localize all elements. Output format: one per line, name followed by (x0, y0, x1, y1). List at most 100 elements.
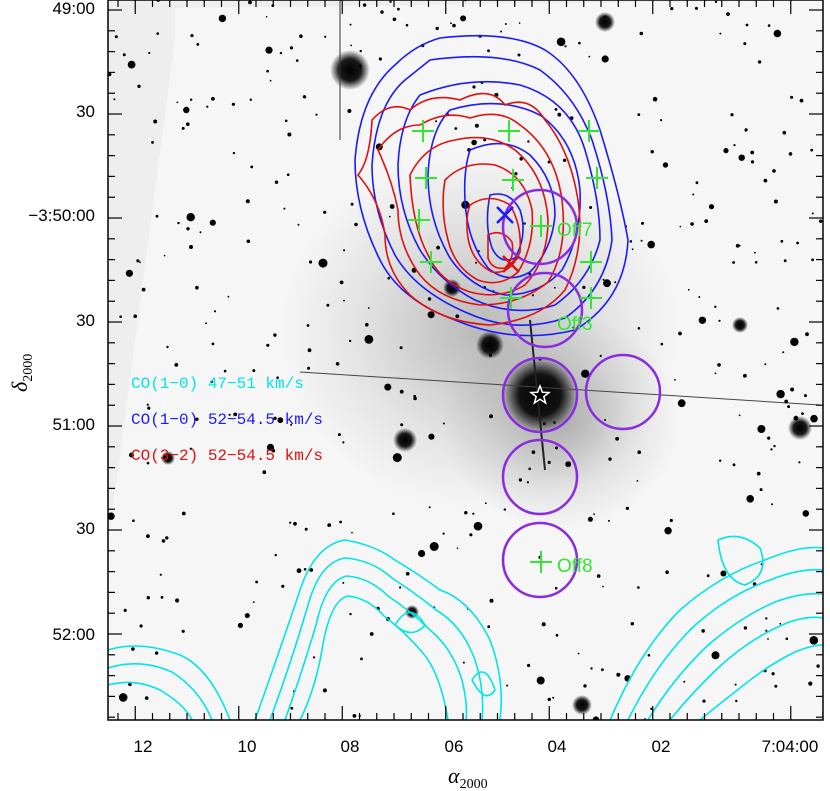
background-star (473, 521, 483, 531)
background-star (765, 629, 768, 632)
background-star (669, 518, 673, 523)
background-star (660, 119, 663, 122)
background-star (726, 12, 730, 16)
background-star (136, 259, 140, 263)
background-star (514, 172, 518, 176)
background-star (378, 57, 382, 61)
background-star (581, 369, 590, 378)
background-star (163, 254, 166, 257)
background-star (327, 523, 332, 527)
background-star (652, 96, 658, 102)
background-star (380, 10, 384, 14)
background-star (782, 130, 787, 135)
background-star (552, 696, 555, 699)
background-star (392, 512, 395, 515)
bright-star (330, 50, 370, 90)
x-tick-label: 12 (134, 737, 153, 756)
background-star (290, 423, 293, 426)
background-star (349, 612, 352, 616)
background-star (787, 405, 791, 409)
background-star (692, 193, 695, 196)
background-star (687, 288, 690, 291)
background-star (706, 574, 710, 578)
background-star (650, 707, 653, 710)
background-star (237, 622, 243, 629)
y-tick-label: 49:00 (52, 0, 95, 18)
background-star (413, 396, 417, 401)
background-star (283, 207, 286, 210)
background-star (504, 23, 507, 25)
background-star (810, 414, 818, 423)
background-star (147, 406, 151, 410)
background-star (141, 287, 146, 292)
background-star (281, 584, 285, 588)
background-star (774, 684, 778, 688)
background-star (564, 45, 567, 48)
background-star (771, 503, 774, 506)
background-star (708, 204, 715, 210)
background-star (387, 276, 391, 280)
background-star (286, 173, 290, 176)
background-star (166, 345, 169, 349)
optical-image (108, 0, 823, 720)
background-star (354, 222, 358, 227)
background-star (759, 488, 763, 492)
background-star (133, 314, 137, 319)
background-star (767, 436, 771, 440)
x-tick-label: 04 (548, 737, 567, 756)
background-star (186, 122, 190, 126)
background-star (265, 15, 268, 18)
background-star (186, 227, 190, 231)
background-star (146, 461, 150, 465)
background-star (326, 303, 330, 307)
background-star (637, 327, 641, 330)
background-star (148, 51, 151, 55)
background-star (587, 516, 593, 522)
background-star (554, 108, 558, 111)
background-star (555, 446, 558, 450)
background-star (677, 399, 686, 408)
background-star (788, 152, 793, 156)
y-tick-label: 51:00 (52, 415, 95, 434)
background-star (650, 150, 654, 154)
background-star (776, 389, 785, 399)
background-star (782, 351, 785, 354)
background-star (324, 35, 327, 38)
background-star (553, 286, 556, 289)
background-star (593, 513, 595, 515)
background-star (615, 436, 619, 441)
background-star (588, 55, 591, 58)
background-star (735, 699, 738, 703)
background-star (772, 169, 776, 173)
background-star (255, 580, 258, 584)
background-star (784, 399, 789, 404)
background-star (210, 380, 213, 384)
background-star (616, 672, 621, 677)
background-star (754, 251, 756, 254)
background-star (218, 14, 227, 23)
background-star (186, 213, 195, 222)
background-star (665, 570, 669, 574)
background-star (773, 29, 782, 38)
background-star (472, 85, 476, 89)
background-star (723, 148, 729, 154)
background-star (265, 46, 273, 54)
background-star (245, 199, 250, 204)
background-star (389, 204, 395, 209)
background-star (779, 622, 782, 625)
background-star (249, 98, 252, 101)
background-star (670, 7, 674, 11)
background-star (483, 138, 487, 142)
background-star (695, 181, 699, 185)
background-star (455, 314, 460, 319)
background-star (811, 212, 814, 215)
background-star (718, 319, 721, 322)
background-star (181, 629, 185, 633)
background-star (596, 574, 601, 578)
background-star (108, 512, 115, 520)
background-star (165, 536, 169, 540)
background-star (342, 581, 345, 584)
background-star (154, 651, 159, 655)
background-star (176, 101, 179, 104)
background-star (181, 511, 186, 516)
